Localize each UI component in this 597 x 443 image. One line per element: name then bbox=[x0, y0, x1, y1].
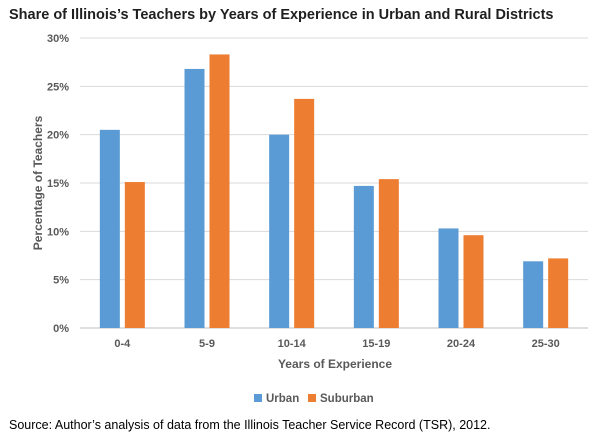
bar-urban-15-19 bbox=[353, 185, 374, 328]
bars bbox=[99, 54, 569, 329]
bar-urban-20-24 bbox=[438, 228, 459, 328]
x-axis-title: Years of Experience bbox=[278, 357, 392, 371]
y-tick-label: 10% bbox=[47, 226, 69, 238]
legend-swatch-suburban bbox=[308, 394, 316, 402]
y-axis-title: Percentage of Teachers bbox=[31, 115, 45, 250]
bar-suburban-5-9 bbox=[209, 54, 230, 328]
bar-urban-0-4 bbox=[99, 129, 120, 328]
legend: Urban Suburban bbox=[254, 393, 374, 405]
x-tick-label: 20-24 bbox=[447, 338, 476, 350]
x-tick-label: 25-30 bbox=[532, 338, 560, 350]
y-tick-label: 30% bbox=[47, 33, 69, 45]
y-tick-label: 0% bbox=[53, 323, 69, 335]
x-tick-label: 5-9 bbox=[199, 338, 215, 350]
source-note: Source: Author’s analysis of data from t… bbox=[9, 418, 491, 432]
y-tick-label: 5% bbox=[53, 275, 69, 287]
gridlines bbox=[80, 37, 588, 329]
bar-urban-25-30 bbox=[523, 261, 544, 328]
bar-suburban-20-24 bbox=[463, 235, 484, 328]
bar-suburban-25-30 bbox=[548, 258, 569, 328]
legend-swatch-urban bbox=[254, 394, 262, 402]
bar-urban-10-14 bbox=[269, 134, 290, 328]
legend-label-suburban: Suburban bbox=[320, 393, 374, 405]
x-tick-label: 15-19 bbox=[362, 338, 390, 350]
y-tick-label: 25% bbox=[47, 81, 69, 93]
x-tick-label: 10-14 bbox=[278, 338, 307, 350]
y-tick-label: 20% bbox=[47, 130, 69, 142]
bar-suburban-10-14 bbox=[294, 98, 315, 329]
x-tick-label: 0-4 bbox=[114, 338, 131, 350]
legend-label-urban: Urban bbox=[266, 393, 299, 405]
tick-labels: 0% 5% 10% 15% 20% 25% 30% 0-4 5-9 10-14 15-19 20-24… bbox=[47, 33, 560, 350]
bar-suburban-15-19 bbox=[378, 179, 399, 328]
chart-title: Share of Illinois’s Teachers by Years of… bbox=[9, 7, 554, 23]
y-tick-label: 15% bbox=[47, 178, 69, 190]
bar-suburban-0-4 bbox=[124, 182, 145, 328]
bar-urban-5-9 bbox=[184, 68, 205, 328]
